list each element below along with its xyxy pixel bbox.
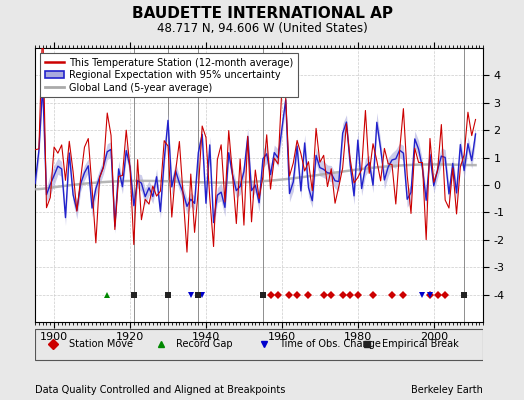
Text: Data Quality Controlled and Aligned at Breakpoints: Data Quality Controlled and Aligned at B… — [35, 385, 286, 395]
Text: 48.717 N, 94.606 W (United States): 48.717 N, 94.606 W (United States) — [157, 22, 367, 35]
Text: Time of Obs. Change: Time of Obs. Change — [279, 339, 381, 349]
Text: Empirical Break: Empirical Break — [383, 339, 459, 349]
Text: Station Move: Station Move — [69, 339, 133, 349]
Legend: This Temperature Station (12-month average), Regional Expectation with 95% uncer: This Temperature Station (12-month avera… — [40, 53, 298, 98]
Text: BAUDETTE INTERNATIONAL AP: BAUDETTE INTERNATIONAL AP — [132, 6, 392, 21]
Text: Berkeley Earth: Berkeley Earth — [411, 385, 483, 395]
Text: Record Gap: Record Gap — [176, 339, 233, 349]
